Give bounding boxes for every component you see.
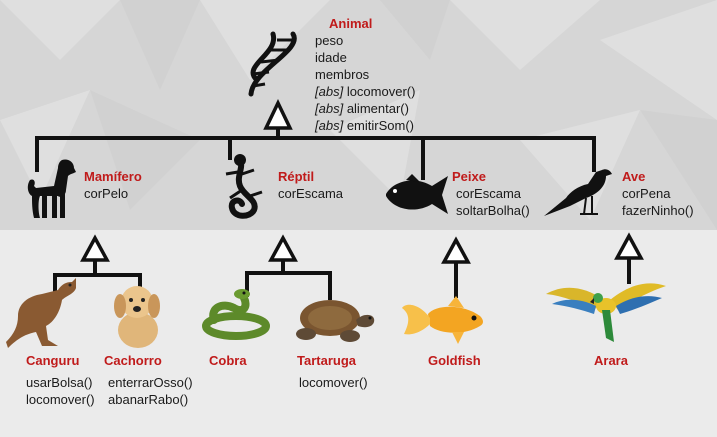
- class-canguru: Canguru usarBolsa() locomover(): [26, 353, 95, 408]
- abstract-tag: [abs]: [315, 101, 344, 116]
- method-name: alimentar(): [346, 101, 409, 116]
- abstract-method: [abs] locomover(): [315, 83, 415, 100]
- class-name: Ave: [622, 169, 646, 184]
- class-name: Tartaruga: [297, 353, 356, 368]
- class-animal: Animal peso idade membros [abs] locomove…: [315, 16, 415, 134]
- dna-icon: [248, 31, 297, 97]
- member: corEscama: [456, 186, 522, 201]
- macaw-icon: [546, 283, 666, 342]
- member: usarBolsa(): [26, 375, 93, 390]
- goldfish-icon: [402, 296, 483, 344]
- attribute: peso: [315, 33, 344, 48]
- class-name: Goldfish: [428, 353, 481, 368]
- member: corPena: [622, 186, 671, 201]
- abstract-tag: [abs]: [315, 118, 344, 133]
- class-name: Arara: [594, 353, 628, 368]
- puppy-icon: [114, 286, 160, 348]
- member: soltarBolha(): [456, 203, 530, 218]
- method-name: locomover(): [346, 84, 416, 99]
- class-reptil: Réptil corEscama: [278, 169, 343, 202]
- attribute: membros: [315, 67, 370, 82]
- member: locomover(): [26, 392, 95, 407]
- fish-icon: [386, 174, 448, 214]
- class-arara: Arara: [594, 353, 628, 369]
- dog-icon: [27, 159, 76, 218]
- class-name: Réptil: [278, 169, 315, 184]
- member: abanarRabo(): [108, 392, 189, 407]
- member: enterrarOsso(): [108, 375, 193, 390]
- class-cobra: Cobra: [209, 353, 247, 369]
- lizard-icon: [225, 154, 263, 219]
- class-cachorro: Cachorro enterrarOsso() abanarRabo(): [104, 353, 193, 408]
- member: fazerNinho(): [622, 203, 694, 218]
- class-mamifero: Mamífero corPelo: [84, 169, 142, 202]
- class-peixe: Peixe corEscama soltarBolha(): [452, 169, 530, 219]
- class-name: Mamífero: [84, 169, 142, 184]
- member: corPelo: [84, 186, 129, 201]
- class-goldfish: Goldfish: [428, 353, 481, 369]
- class-ave: Ave corPena fazerNinho(): [622, 169, 694, 219]
- abstract-method: [abs] emitirSom(): [315, 117, 415, 134]
- kangaroo-icon: [6, 278, 76, 348]
- class-name: Cobra: [209, 353, 247, 368]
- member: locomover(): [299, 375, 368, 390]
- member: corEscama: [278, 186, 344, 201]
- abstract-method: [abs] alimentar(): [315, 100, 415, 117]
- class-name: Cachorro: [104, 353, 162, 368]
- class-tartaruga: Tartaruga locomover(): [297, 353, 368, 391]
- turtle-icon: [296, 300, 375, 342]
- attribute: idade: [315, 50, 347, 65]
- method-name: emitirSom(): [346, 118, 414, 133]
- bird-icon: [544, 169, 612, 216]
- snake-icon: [202, 289, 270, 340]
- class-name: Canguru: [26, 353, 80, 368]
- class-name: Peixe: [452, 169, 486, 184]
- abstract-tag: [abs]: [315, 84, 344, 99]
- class-name: Animal: [329, 16, 373, 31]
